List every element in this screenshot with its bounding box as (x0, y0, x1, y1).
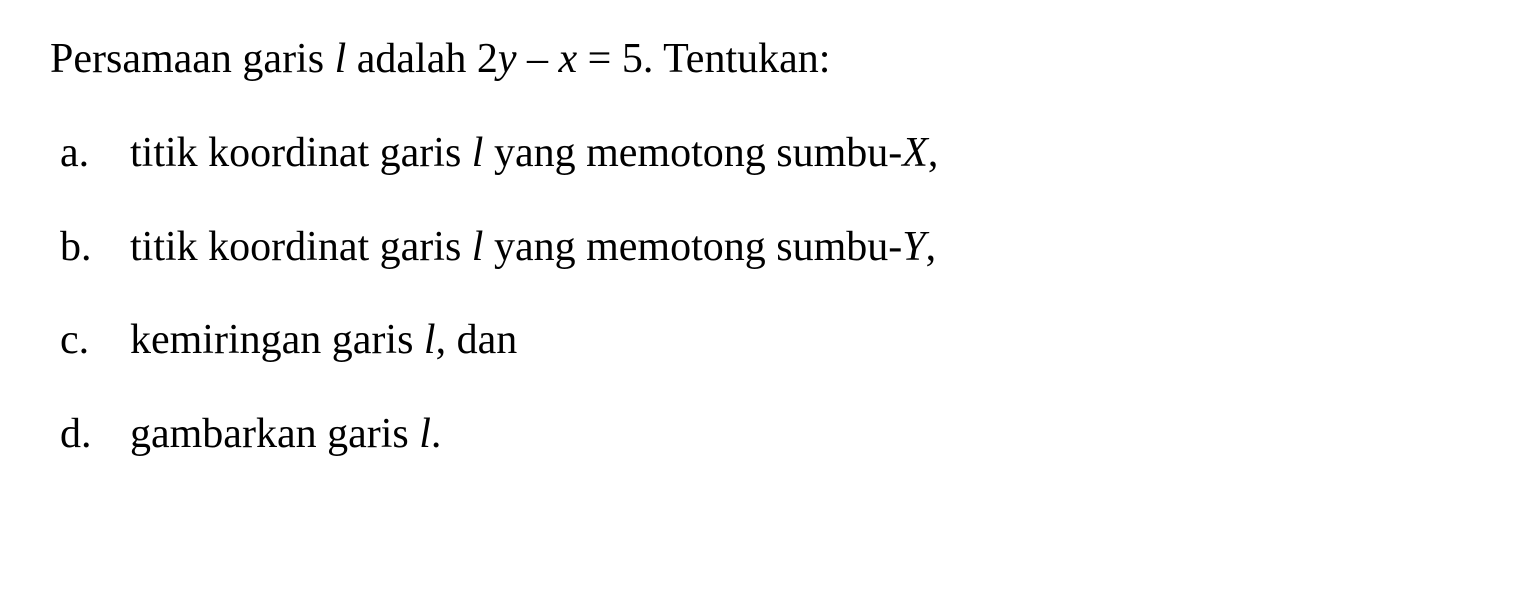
intro-var-l: l (335, 36, 347, 82)
question-intro: Persamaan garis l adalah 2y – x = 5. Ten… (50, 30, 1463, 89)
item-var: l (419, 411, 431, 457)
item-label: b. (50, 218, 130, 277)
intro-var-y: y (498, 36, 517, 82)
item-suffix: , (926, 224, 937, 270)
item-text: titik koordinat garis l yang memotong su… (130, 218, 1463, 277)
item-text: kemiringan garis l, dan (130, 311, 1463, 370)
item-prefix: titik koordinat garis (130, 130, 472, 176)
intro-middle: adalah 2 (346, 36, 498, 82)
list-item: c. kemiringan garis l, dan (50, 311, 1463, 370)
item-text: gambarkan garis l. (130, 405, 1463, 464)
item-prefix: gambarkan garis (130, 411, 419, 457)
item-var: l (472, 130, 484, 176)
item-prefix: titik koordinat garis (130, 224, 472, 270)
item-middle: yang memotong sumbu- (483, 224, 902, 270)
intro-minus: – (517, 36, 559, 82)
item-middle: yang memotong sumbu- (483, 130, 902, 176)
list-item: b. titik koordinat garis l yang memotong… (50, 218, 1463, 277)
item-label: d. (50, 405, 130, 464)
intro-equals: = 5. Tentukan: (577, 36, 830, 82)
item-list: a. titik koordinat garis l yang memotong… (50, 124, 1463, 464)
intro-var-x: x (559, 36, 578, 82)
item-label: a. (50, 124, 130, 183)
item-axis: Y (902, 224, 925, 270)
item-label: c. (50, 311, 130, 370)
intro-prefix: Persamaan garis (50, 36, 335, 82)
item-axis: X (902, 130, 928, 176)
item-suffix: . (431, 411, 442, 457)
item-var: l (424, 317, 436, 363)
list-item: a. titik koordinat garis l yang memotong… (50, 124, 1463, 183)
item-suffix: , (928, 130, 939, 176)
item-prefix: kemiringan garis (130, 317, 424, 363)
list-item: d. gambarkan garis l. (50, 405, 1463, 464)
item-suffix: , dan (436, 317, 518, 363)
item-text: titik koordinat garis l yang memotong su… (130, 124, 1463, 183)
item-var: l (472, 224, 484, 270)
